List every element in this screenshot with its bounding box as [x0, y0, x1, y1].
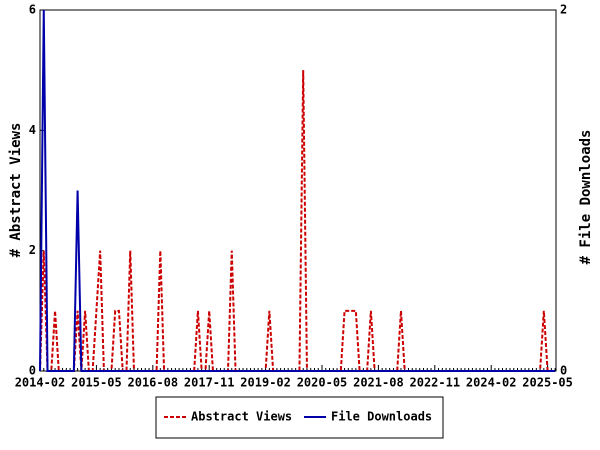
y-tick-label: 4 [29, 123, 36, 137]
x-tick-label: 2016-08 [128, 376, 179, 390]
x-tick-label: 2025-05 [522, 376, 573, 390]
x-tick-label: 2020-05 [297, 376, 348, 390]
plot-frame [39, 9, 557, 372]
x-tick-label: 2014-02 [15, 376, 66, 390]
x-tick-label: 2022-11 [410, 376, 461, 390]
legend-label: Abstract Views [191, 410, 292, 424]
y2-tick-label: 0 [560, 364, 567, 378]
x-tick-label: 2015-05 [71, 376, 122, 390]
x-tick-label: 2019-02 [240, 376, 291, 390]
y2-tick-label: 2 [560, 3, 567, 17]
series-line [39, 9, 556, 372]
series-line [39, 70, 556, 372]
y-axis-title: # Abstract Views [8, 123, 24, 258]
y-tick-label: 6 [29, 3, 36, 17]
x-tick-label: 2017-11 [184, 376, 235, 390]
x-tick-label: 2024-02 [466, 376, 517, 390]
y2-axis-title: # File Downloads [578, 130, 594, 265]
y-tick-label: 2 [29, 243, 36, 257]
legend [155, 396, 444, 439]
legend-label: File Downloads [331, 410, 432, 424]
x-tick-label: 2021-08 [353, 376, 404, 390]
y-tick-label: 0 [29, 364, 36, 378]
